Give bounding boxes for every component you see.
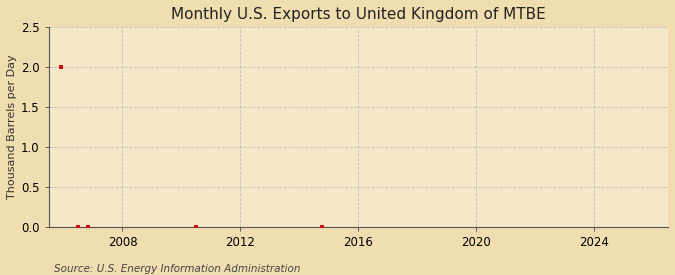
Text: Source: U.S. Energy Information Administration: Source: U.S. Energy Information Administ… bbox=[54, 264, 300, 274]
Title: Monthly U.S. Exports to United Kingdom of MTBE: Monthly U.S. Exports to United Kingdom o… bbox=[171, 7, 546, 22]
Y-axis label: Thousand Barrels per Day: Thousand Barrels per Day bbox=[7, 55, 17, 199]
